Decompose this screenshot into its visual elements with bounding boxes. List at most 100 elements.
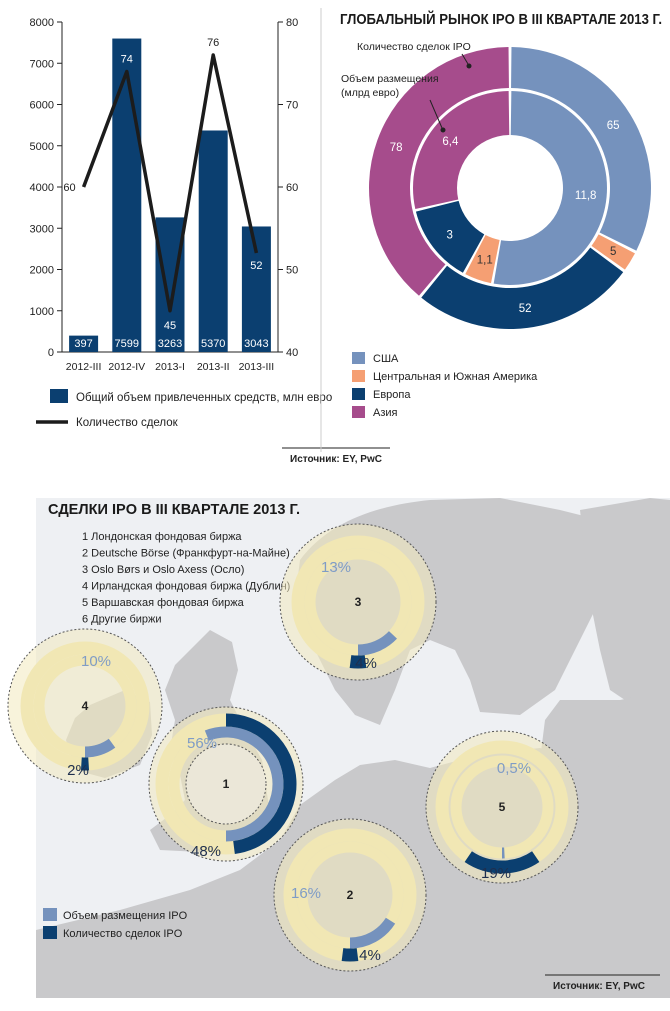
- right-tick-label: 50: [286, 265, 298, 277]
- left-tick-label: 2000: [30, 265, 54, 277]
- volume-share-label: 56%: [187, 735, 217, 752]
- left-tick-label: 4000: [30, 182, 54, 194]
- bar-line-chart: 0 1000 2000 3000 4000 5000 6000 7000 8000 40 50 60…: [30, 17, 333, 429]
- exchange-ring-2: 2 16% 4%: [274, 819, 426, 971]
- legend-label-deals: Количество сделок: [76, 417, 179, 429]
- exchange-list-item: 2 Deutsche Börse (Франкфурт-на-Майне): [82, 548, 290, 560]
- annotation-inner-ring-line2: (млрд евро): [341, 87, 399, 99]
- bar: [156, 217, 185, 352]
- source-note-top: Источник: EY, PwC: [290, 454, 382, 465]
- bar-value-label: 3043: [244, 338, 268, 350]
- exchange-list-item: 3 Oslo Børs и Oslo Axess (Осло): [82, 564, 244, 576]
- bar-value-labels: 397 7599 3263 5370 3043: [74, 338, 268, 350]
- volume-share-label: 0,5%: [497, 760, 531, 777]
- donut-value-label: 5: [610, 246, 616, 258]
- ipo-deals-map: СДЕЛКИ IPO В III КВАРТАЛЕ 2013 Г. 1 Лонд…: [8, 498, 670, 998]
- donut-value-label: 78: [390, 142, 403, 154]
- x-tick-labels: 2012-III 2012-IV 2013-I 2013-II 2013-III: [66, 361, 274, 373]
- line-value-label: 52: [250, 260, 262, 272]
- deals-share-label: 4%: [355, 655, 377, 672]
- right-tick-label: 80: [286, 17, 298, 29]
- exchange-ring-3: 3 13% 4%: [280, 524, 436, 680]
- left-tick-label: 0: [48, 347, 54, 359]
- donut-value-label: 1,1: [477, 255, 493, 267]
- bar-value-label: 7599: [115, 338, 139, 350]
- deals-share-label: 48%: [191, 843, 221, 860]
- donut-legend-swatch: [352, 388, 365, 400]
- donut-value-label: 6,4: [442, 136, 459, 148]
- bar: [112, 39, 141, 352]
- deals-share-label: 2%: [67, 762, 89, 779]
- map-legend-label-deals: Количество сделок IPO: [63, 928, 183, 940]
- left-tick-label: 6000: [30, 100, 54, 112]
- line-value-label: 45: [164, 320, 176, 332]
- donut-legend-label: Центральная и Южная Америка: [373, 371, 538, 383]
- left-tick-label: 7000: [30, 58, 54, 70]
- exchange-id-label: 5: [499, 800, 506, 814]
- line-value-label: 76: [207, 37, 219, 49]
- annotation-inner-ring-line1: Объем размещения: [341, 73, 439, 85]
- x-tick-label: 2013-III: [239, 361, 275, 373]
- volume-share-label: 13%: [321, 559, 351, 576]
- right-axis-ticks: 40 50 60 70 80: [278, 17, 298, 359]
- map-section-title: СДЕЛКИ IPO В III КВАРТАЛЕ 2013 Г.: [48, 501, 300, 518]
- deals-share-label: 4%: [359, 947, 381, 964]
- right-tick-label: 60: [286, 182, 298, 194]
- exchange-list-item: 4 Ирландская фондовая биржа (Дублин): [82, 581, 290, 593]
- x-tick-label: 2013-I: [155, 361, 185, 373]
- donut-legend-swatch: [352, 370, 365, 382]
- outer-ring-deals: [369, 47, 651, 329]
- donut-value-label: 11,8: [575, 190, 597, 202]
- map-legend-swatch-volume: [43, 908, 57, 921]
- annotation-inner-dot: [441, 128, 446, 133]
- exchange-id-label: 4: [82, 699, 89, 713]
- donut-value-label: 52: [519, 303, 532, 315]
- donut-legend-swatch: [352, 352, 365, 364]
- exchange-ring-1: 1 56% 48%: [149, 707, 303, 861]
- left-tick-label: 1000: [30, 306, 54, 318]
- x-tick-label: 2012-IV: [108, 361, 145, 373]
- deals-arc: [342, 953, 357, 957]
- exchange-list-item: 6 Другие биржи: [82, 614, 162, 626]
- bar: [199, 130, 228, 352]
- annotation-outer-ring: Количество сделок IPO: [357, 41, 471, 53]
- right-tick-label: 70: [286, 100, 298, 112]
- donut-chart-title: ГЛОБАЛЬНЫЙ РЫНОК IPO В III КВАРТАЛЕ 2013…: [340, 10, 662, 28]
- left-axis-ticks: 0 1000 2000 3000 4000 5000 6000 7000 8000: [30, 17, 62, 359]
- donut-legend-label: Европа: [373, 389, 411, 401]
- line-value-label: 74: [121, 54, 133, 66]
- exchange-list-item: 5 Варшавская фондовая биржа: [82, 597, 245, 609]
- annotation-outer-dot: [467, 64, 472, 69]
- bar-value-label: 397: [74, 338, 92, 350]
- exchange-id-label: 1: [223, 777, 230, 791]
- volume-share-label: 10%: [81, 653, 111, 670]
- donut-legend-swatch: [352, 406, 365, 418]
- bar-value-label: 5370: [201, 338, 225, 350]
- donut-value-label: 3: [447, 229, 453, 241]
- map-legend-label-volume: Объем размещения IPO: [63, 910, 188, 922]
- volume-share-label: 16%: [291, 885, 321, 902]
- exchange-id-label: 3: [355, 595, 362, 609]
- map-legend-swatch-deals: [43, 926, 57, 939]
- left-tick-label: 8000: [30, 17, 54, 29]
- bar-value-label: 3263: [158, 338, 182, 350]
- donut-legend: США Центральная и Южная Америка Европа Азия: [352, 352, 538, 419]
- donut-legend-label: Азия: [373, 407, 398, 419]
- exchange-list-item: 1 Лондонская фондовая биржа: [82, 531, 242, 543]
- legend-swatch-volume: [50, 389, 68, 403]
- exchange-id-label: 2: [347, 888, 354, 902]
- donut-legend-label: США: [373, 353, 399, 365]
- left-tick-label: 5000: [30, 141, 54, 153]
- source-note-bottom: Источник: EY, PwC: [553, 981, 645, 992]
- line-value-label: 60: [63, 182, 75, 194]
- right-tick-label: 40: [286, 347, 298, 359]
- left-tick-label: 3000: [30, 223, 54, 235]
- global-ipo-donut-chart: ГЛОБАЛЬНЫЙ РЫНОК IPO В III КВАРТАЛЕ 2013…: [282, 10, 662, 465]
- donut-value-label: 65: [607, 120, 620, 132]
- exchange-ring-4: 4 10% 2%: [8, 629, 162, 783]
- deals-share-label: 19%: [481, 865, 511, 882]
- inner-ring-volume: [413, 91, 607, 285]
- x-tick-label: 2012-III: [66, 361, 102, 373]
- x-tick-label: 2013-II: [197, 361, 230, 373]
